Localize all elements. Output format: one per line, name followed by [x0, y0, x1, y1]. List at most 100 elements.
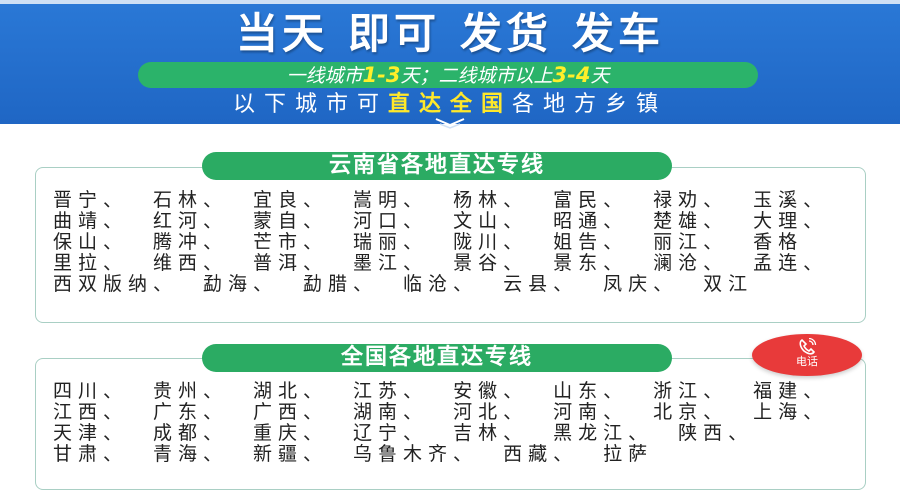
city-row: 四川、 贵州、 湖北、 江苏、 安徽、 山东、 浙江、 福建、 [53, 381, 865, 402]
pill-days: 1-3 [362, 63, 401, 87]
city-item: 双江 [703, 273, 754, 295]
sub-text: 以下城市可 [232, 92, 388, 117]
pill-text: 天；二线城市以上 [400, 65, 553, 87]
city-item: 重庆、 [253, 422, 329, 444]
city-item: 丽江、 [653, 231, 729, 253]
city-item: 江西、 [53, 401, 129, 423]
section-title-national: 全国各地直达专线 [202, 344, 672, 372]
city-item: 陇川、 [453, 231, 529, 253]
city-item: 湖北、 [253, 380, 329, 402]
city-item: 上海、 [753, 401, 829, 423]
city-item: 安徽、 [453, 380, 529, 402]
city-row: 里拉、 维西、 普洱、 墨江、 景谷、 景东、 澜沧、 孟连、 [53, 253, 865, 274]
city-item: 腾冲、 [153, 231, 229, 253]
city-item: 甘肃、 [53, 443, 129, 465]
city-item: 黑龙江、 [553, 422, 654, 444]
phone-icon [799, 338, 817, 355]
city-item: 河南、 [553, 401, 629, 423]
city-item: 吉林、 [453, 422, 529, 444]
city-item: 大理、 [753, 210, 829, 232]
city-item: 景东、 [553, 252, 629, 274]
city-item: 香格 [753, 231, 804, 253]
city-item: 姐告、 [553, 231, 629, 253]
section-title-yunnan: 云南省各地直达专线 [202, 152, 672, 180]
city-item: 杨林、 [453, 189, 529, 211]
phone-label: 电话 [796, 355, 818, 368]
city-item: 蒙自、 [253, 210, 329, 232]
city-item: 孟连、 [753, 252, 829, 274]
city-item: 玉溪、 [753, 189, 829, 211]
city-item: 晋宁、 [53, 189, 129, 211]
city-item: 曲靖、 [53, 210, 129, 232]
title-word: 当天 [235, 9, 328, 58]
city-item: 禄劝、 [653, 189, 729, 211]
city-item: 青海、 [153, 443, 229, 465]
title-word: 即可 [347, 9, 440, 58]
city-item: 富民、 [553, 189, 629, 211]
city-item: 广东、 [153, 401, 229, 423]
city-item: 陕西、 [678, 422, 754, 444]
city-item: 嵩明、 [353, 189, 429, 211]
city-item: 福建、 [753, 380, 829, 402]
sub-highlight: 直达全国 [387, 92, 512, 117]
city-item: 澜沧、 [653, 252, 729, 274]
pill-days: 3-4 [552, 63, 591, 87]
city-item: 勐腊、 [303, 273, 379, 295]
city-item: 贵州、 [153, 380, 229, 402]
city-item: 拉萨 [603, 443, 654, 465]
city-item: 保山、 [53, 231, 129, 253]
city-item: 四川、 [53, 380, 129, 402]
city-item: 乌鲁木齐、 [353, 443, 479, 465]
phone-button[interactable]: 电话 [752, 334, 862, 376]
city-item: 天津、 [53, 422, 129, 444]
city-row: 西双版纳、 勐海、 勐腊、 临沧、 云县、 凤庆、 双江 [53, 274, 865, 295]
city-item: 勐海、 [203, 273, 279, 295]
city-item: 江苏、 [353, 380, 429, 402]
title-word: 发货 [460, 9, 553, 58]
city-item: 维西、 [153, 252, 229, 274]
city-item: 河口、 [353, 210, 429, 232]
city-item: 西藏、 [503, 443, 579, 465]
title-word: 发车 [572, 9, 665, 58]
city-row: 晋宁、 石林、 宜良、 嵩明、 杨林、 富民、 禄劝、 玉溪、 [53, 190, 865, 211]
banner-title: 当天 即可 发货 发车 [0, 12, 900, 58]
city-item: 河北、 [453, 401, 529, 423]
city-item: 北京、 [653, 401, 729, 423]
city-row: 保山、 腾冲、 芒市、 瑞丽、 陇川、 姐告、 丽江、 香格 [53, 232, 865, 253]
city-item: 西双版纳、 [53, 273, 179, 295]
chevron-down-icon [435, 118, 465, 129]
city-item: 楚雄、 [653, 210, 729, 232]
city-item: 普洱、 [253, 252, 329, 274]
city-item: 瑞丽、 [353, 231, 429, 253]
city-row: 甘肃、 青海、 新疆、 乌鲁木齐、 西藏、 拉萨 [53, 444, 865, 465]
city-row: 江西、 广东、 广西、 湖南、 河北、 河南、 北京、 上海、 [53, 402, 865, 423]
city-item: 红河、 [153, 210, 229, 232]
national-cities-box: 四川、 贵州、 湖北、 江苏、 安徽、 山东、 浙江、 福建、江西、 广东、 广西、 湖南、 河北、 河… [35, 358, 866, 490]
city-item: 芒市、 [253, 231, 329, 253]
city-item: 凤庆、 [603, 273, 679, 295]
city-row: 曲靖、 红河、 蒙自、 河口、 文山、 昭通、 楚雄、 大理、 [53, 211, 865, 232]
yunnan-cities-box: 晋宁、 石林、 宜良、 嵩明、 杨林、 富民、 禄劝、 玉溪、曲靖、 红河、 蒙自、 河口、 文山、 昭… [35, 167, 866, 323]
city-item: 山东、 [553, 380, 629, 402]
city-item: 广西、 [253, 401, 329, 423]
pill-text: 一线城市 [286, 65, 363, 87]
city-row: 天津、 成都、 重庆、 辽宁、 吉林、 黑龙江、 陕西、 [53, 423, 865, 444]
delivery-time-pill: 一线城市1-3天；二线城市以上3-4天 [138, 62, 758, 88]
city-item: 云县、 [503, 273, 579, 295]
banner: 当天 即可 发货 发车 一线城市1-3天；二线城市以上3-4天 以下城市可直达全国各地… [0, 0, 900, 129]
city-item: 浙江、 [653, 380, 729, 402]
banner-subtitle: 以下城市可直达全国各地方乡镇 [0, 93, 900, 117]
city-item: 里拉、 [53, 252, 129, 274]
city-item: 石林、 [153, 189, 229, 211]
sub-text: 各地方乡镇 [512, 92, 668, 117]
city-item: 新疆、 [253, 443, 329, 465]
city-item: 昭通、 [553, 210, 629, 232]
city-item: 宜良、 [253, 189, 329, 211]
city-item: 墨江、 [353, 252, 429, 274]
pill-text: 天 [590, 65, 610, 87]
city-item: 成都、 [153, 422, 229, 444]
city-item: 湖南、 [353, 401, 429, 423]
city-item: 辽宁、 [353, 422, 429, 444]
city-item: 文山、 [453, 210, 529, 232]
city-item: 景谷、 [453, 252, 529, 274]
